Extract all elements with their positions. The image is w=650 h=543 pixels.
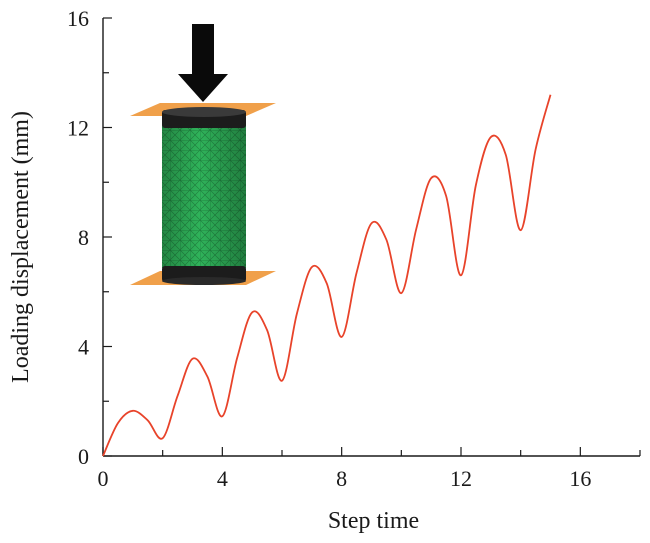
load-arrow-icon bbox=[178, 24, 228, 102]
series-line-0 bbox=[102, 94, 552, 457]
compression-specimen-icon bbox=[130, 24, 276, 285]
plot-area bbox=[102, 94, 552, 457]
y-tick-label: 8 bbox=[78, 225, 89, 250]
y-axis-title: Loading displacement (mm) bbox=[8, 111, 34, 383]
y-tick-label: 4 bbox=[78, 335, 89, 360]
x-tick-label: 16 bbox=[569, 466, 591, 491]
x-tick-label: 12 bbox=[450, 466, 472, 491]
y-tick-label: 12 bbox=[67, 116, 89, 141]
x-tick-label: 0 bbox=[98, 466, 109, 491]
x-axis-title: Step time bbox=[328, 508, 419, 534]
x-tick-label: 4 bbox=[217, 466, 228, 491]
x-tick-label: 8 bbox=[336, 466, 347, 491]
axes: 0 4 8 12 16 0 4 8 12 16 bbox=[67, 6, 641, 491]
y-tick-label: 16 bbox=[67, 6, 89, 31]
y-tick-label: 0 bbox=[78, 444, 89, 469]
